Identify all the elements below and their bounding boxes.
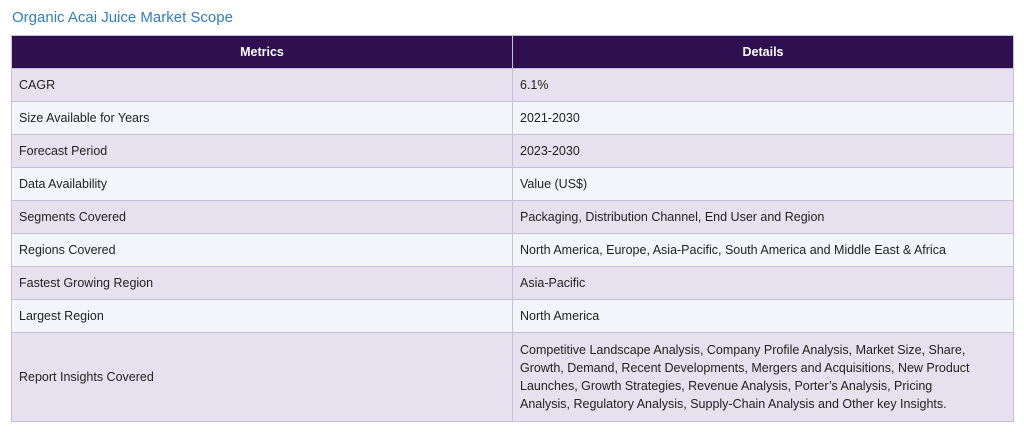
metric-cell: Data Availability xyxy=(11,167,513,201)
detail-cell: Value (US$) xyxy=(512,167,1014,201)
table-row: Data Availability Value (US$) xyxy=(11,167,1014,201)
metric-cell: Fastest Growing Region xyxy=(11,266,513,300)
detail-cell: Asia-Pacific xyxy=(512,266,1014,300)
detail-cell: North America, Europe, Asia-Pacific, Sou… xyxy=(512,233,1014,267)
table-row: Largest Region North America xyxy=(11,299,1014,333)
metric-cell: Size Available for Years xyxy=(11,101,513,135)
table-row: Forecast Period 2023-2030 xyxy=(11,134,1014,168)
detail-cell: Competitive Landscape Analysis, Company … xyxy=(512,332,1014,422)
metric-cell: Forecast Period xyxy=(11,134,513,168)
detail-cell: 2021-2030 xyxy=(512,101,1014,135)
metric-cell: Regions Covered xyxy=(11,233,513,267)
metric-cell: Segments Covered xyxy=(11,200,513,234)
header-details: Details xyxy=(512,35,1014,69)
table-row: Segments Covered Packaging, Distribution… xyxy=(11,200,1014,234)
detail-cell: North America xyxy=(512,299,1014,333)
detail-cell: 2023-2030 xyxy=(512,134,1014,168)
metric-cell: Largest Region xyxy=(11,299,513,333)
table-row: Fastest Growing Region Asia-Pacific xyxy=(11,266,1014,300)
header-metrics: Metrics xyxy=(11,35,513,69)
metric-cell: CAGR xyxy=(11,68,513,102)
detail-cell: Packaging, Distribution Channel, End Use… xyxy=(512,200,1014,234)
table-header-row: Metrics Details xyxy=(11,35,1014,69)
table-row: CAGR 6.1% xyxy=(11,68,1014,102)
metric-cell: Report Insights Covered xyxy=(11,332,513,422)
table-row: Regions Covered North America, Europe, A… xyxy=(11,233,1014,267)
table-row: Size Available for Years 2021-2030 xyxy=(11,101,1014,135)
table-row: Report Insights Covered Competitive Land… xyxy=(11,332,1014,422)
market-scope-table: Metrics Details CAGR 6.1% Size Available… xyxy=(11,35,1014,422)
page-title: Organic Acai Juice Market Scope xyxy=(12,9,233,26)
detail-cell: 6.1% xyxy=(512,68,1014,102)
